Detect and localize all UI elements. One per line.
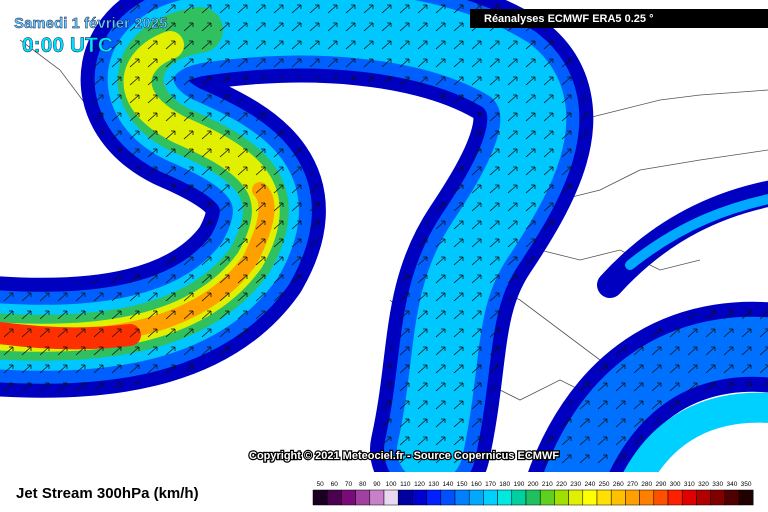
scale-label: 330 bbox=[712, 481, 723, 488]
scale-swatch bbox=[610, 489, 626, 506]
scale-label: 260 bbox=[613, 481, 624, 488]
scale-swatch bbox=[454, 489, 470, 506]
scale-swatch bbox=[511, 489, 527, 506]
scale-swatch bbox=[696, 489, 711, 506]
scale-label: 290 bbox=[655, 481, 666, 488]
scale-swatch bbox=[681, 489, 697, 506]
scale-label: 310 bbox=[684, 481, 695, 488]
scale-swatch bbox=[383, 489, 399, 506]
source-badge: Réanalyses ECMWF ERA5 0.25 ° bbox=[484, 13, 653, 25]
footer-label: Jet Stream 300hPa (km/h) bbox=[16, 485, 199, 502]
scale-label: 240 bbox=[584, 481, 595, 488]
scale-swatch bbox=[710, 489, 726, 506]
scale-swatch bbox=[539, 489, 555, 506]
scale-label: 50 bbox=[316, 481, 324, 488]
scale-label: 100 bbox=[386, 481, 397, 488]
scale-swatch bbox=[341, 489, 356, 506]
source-badge-bg bbox=[470, 9, 768, 28]
scale-swatch bbox=[582, 489, 598, 506]
scale-label: 270 bbox=[627, 481, 638, 488]
scale-swatch bbox=[667, 489, 683, 506]
scale-swatch bbox=[497, 489, 513, 506]
map-title: Samedi 1 février 2025 bbox=[14, 15, 167, 32]
scale-swatch bbox=[738, 489, 754, 506]
scale-label: 200 bbox=[528, 481, 539, 488]
scale-label: 210 bbox=[542, 481, 553, 488]
scale-swatch bbox=[468, 489, 484, 506]
scale-label: 80 bbox=[359, 481, 367, 488]
scale-label: 250 bbox=[599, 481, 610, 488]
scale-swatch bbox=[724, 489, 740, 506]
scale-label: 230 bbox=[570, 481, 581, 488]
scale-label: 190 bbox=[513, 481, 524, 488]
map-time: 0:00 UTC bbox=[22, 34, 113, 57]
scale-swatch bbox=[554, 489, 569, 506]
scale-label: 180 bbox=[499, 481, 510, 488]
scale-label: 70 bbox=[345, 481, 353, 488]
scale-label: 120 bbox=[414, 481, 425, 488]
scale-label: 300 bbox=[670, 481, 681, 488]
scale-label: 160 bbox=[471, 481, 482, 488]
scale-swatch bbox=[426, 489, 442, 506]
scale-label: 320 bbox=[698, 481, 709, 488]
scale-label: 280 bbox=[641, 481, 652, 488]
scale-label: 340 bbox=[726, 481, 737, 488]
scale-swatch bbox=[369, 489, 385, 506]
scale-label: 170 bbox=[485, 481, 496, 488]
scale-swatch bbox=[653, 489, 669, 506]
scale-swatch bbox=[412, 489, 427, 506]
scale-label: 60 bbox=[331, 481, 339, 488]
scale-swatch bbox=[440, 489, 456, 506]
scale-swatch bbox=[596, 489, 612, 506]
scale-label: 150 bbox=[457, 481, 468, 488]
scale-label: 90 bbox=[373, 481, 381, 488]
copyright: Copyright © 2021 Meteociel.fr - Source C… bbox=[249, 450, 559, 462]
scale-label: 220 bbox=[556, 481, 567, 488]
scale-swatch bbox=[326, 489, 342, 506]
color-scale: 50 60 70 80 90 100 110 120 130 140 150 160 170 180 190… bbox=[312, 481, 754, 506]
scale-label: 140 bbox=[442, 481, 453, 488]
scale-swatch bbox=[397, 489, 413, 506]
scale-swatch bbox=[312, 489, 328, 506]
scale-swatch bbox=[483, 489, 498, 506]
scale-swatch bbox=[639, 489, 655, 506]
scale-swatch bbox=[568, 489, 584, 506]
scale-label: 110 bbox=[400, 481, 411, 488]
scale-swatch bbox=[625, 489, 640, 506]
scale-swatch bbox=[525, 489, 541, 506]
scale-swatch bbox=[355, 489, 371, 506]
scale-label: 350 bbox=[741, 481, 752, 488]
scale-label: 130 bbox=[428, 481, 439, 488]
